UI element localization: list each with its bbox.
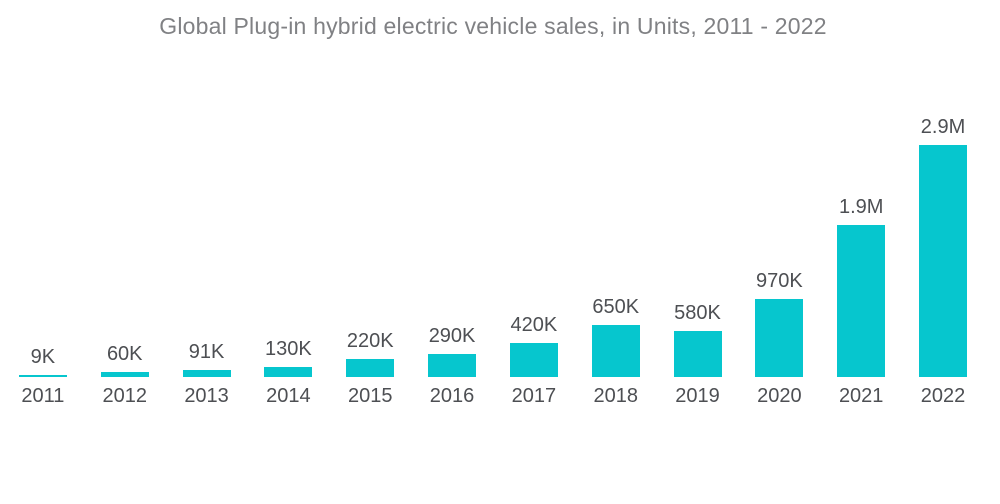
bar-column: 580K 2019	[657, 0, 739, 407]
bar-value-label: 2.9M	[920, 116, 966, 138]
bar-year-label: 2015	[347, 385, 393, 407]
bar-year-label: 2016	[429, 385, 475, 407]
bar-column: 60K 2012	[84, 0, 166, 407]
bar-value-label: 970K	[756, 270, 803, 292]
bar-year-label: 2017	[511, 385, 557, 407]
bar-column: 220K 2015	[329, 0, 411, 407]
bar-column: 1.9M 2021	[820, 0, 902, 407]
bar-column: 91K 2013	[166, 0, 248, 407]
bar-2018	[591, 325, 640, 377]
bar-2017	[509, 343, 558, 377]
bar-year-label: 2011	[21, 385, 65, 407]
bar-column: 970K 2020	[738, 0, 820, 407]
bar-2011	[18, 375, 67, 377]
bar-year-label: 2018	[593, 385, 638, 407]
bar-2014	[264, 367, 313, 377]
bar-year-label: 2014	[266, 385, 311, 407]
bar-value-label: 420K	[510, 314, 558, 336]
bar-column: 290K 2016	[411, 0, 493, 407]
bar-value-label: 91K	[188, 341, 225, 363]
bar-year-label: 2019	[675, 385, 720, 407]
bar-column: 420K 2017	[493, 0, 575, 407]
bar-value-label: 650K	[592, 296, 640, 318]
bar-year-label: 2013	[184, 385, 229, 407]
bar-2021	[837, 225, 886, 377]
bar-value-label: 290K	[428, 325, 476, 347]
bar-year-label: 2021	[838, 385, 884, 407]
bar-value-label: 130K	[265, 338, 312, 360]
bar-column: 2.9M 2022	[902, 0, 984, 407]
bar-2022	[919, 145, 968, 377]
bar-2020	[755, 299, 804, 377]
bar-year-label: 2022	[920, 385, 966, 407]
bar-2019	[673, 331, 722, 377]
bar-value-label: 9K	[30, 346, 56, 368]
bar-2016	[428, 354, 477, 377]
bar-value-label: 220K	[346, 330, 394, 352]
bar-year-label: 2020	[757, 385, 802, 407]
bar-2013	[182, 370, 231, 377]
bar-column: 650K 2018	[575, 0, 657, 407]
bar-column: 9K 2011	[2, 0, 84, 407]
bar-chart: 9K 2011 60K 2012 91K 2013 130K 2014 220K…	[2, 0, 984, 407]
bar-2012	[100, 372, 149, 377]
chart-title: Global Plug-in hybrid electric vehicle s…	[159, 13, 827, 39]
bar-2015	[346, 359, 395, 377]
bar-value-label: 60K	[106, 343, 143, 365]
bar-value-label: 1.9M	[838, 196, 884, 218]
bar-year-label: 2012	[102, 385, 147, 407]
bar-column: 130K 2014	[247, 0, 329, 407]
bar-value-label: 580K	[674, 302, 721, 324]
